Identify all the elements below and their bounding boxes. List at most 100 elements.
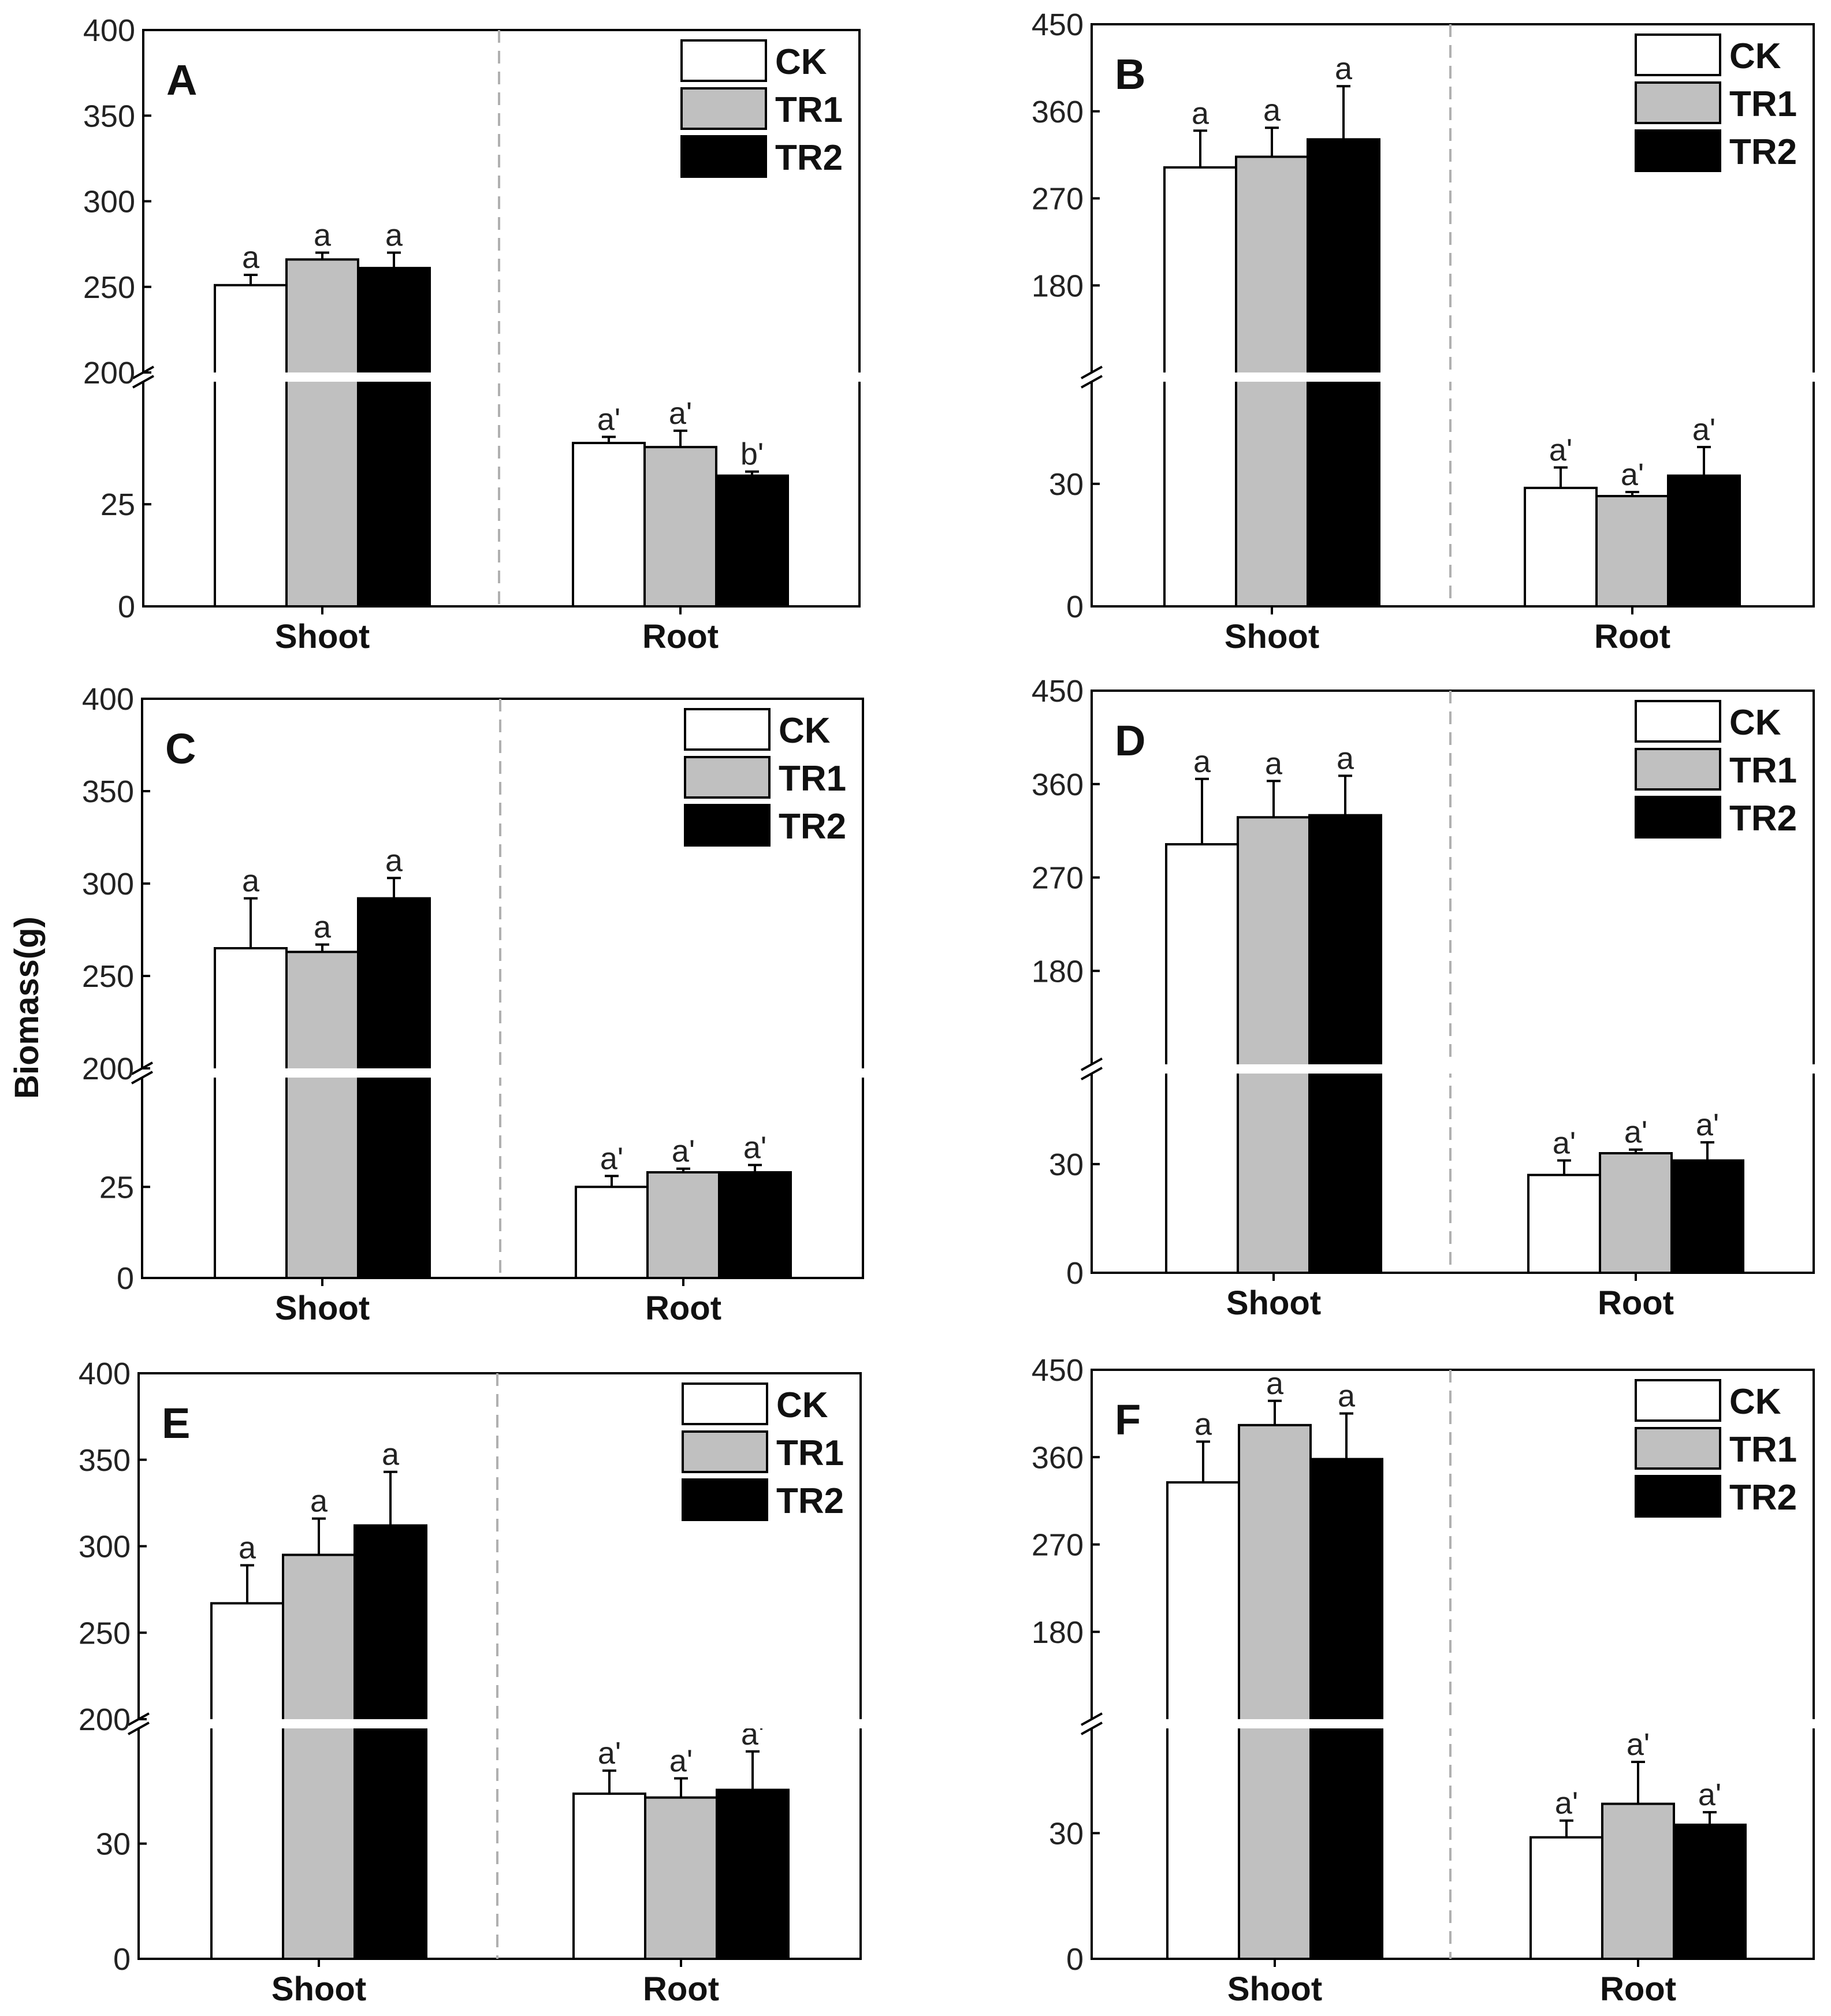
legend-label: CK: [775, 42, 827, 82]
x-category-label: Root: [642, 618, 719, 655]
bar-tr2-root: [718, 1171, 792, 1280]
significance-label: a': [1621, 457, 1644, 492]
significance-label: a: [239, 1530, 256, 1565]
x-category-label: Shoot: [275, 618, 370, 655]
legend-swatch-tr2: [1635, 1475, 1721, 1518]
y-tick-label: 300: [83, 185, 135, 219]
y-tick-label: 360: [1032, 95, 1084, 129]
significance-label: a: [242, 240, 260, 275]
significance-label: a': [598, 1736, 621, 1771]
bar-tr2-root: [715, 474, 789, 608]
significance-label: a': [1698, 1777, 1721, 1812]
y-tick-label: 400: [83, 13, 135, 48]
legend-swatch-ck: [1635, 33, 1721, 76]
legend-label: TR2: [1729, 132, 1797, 172]
bar-ck-shoot: [1163, 166, 1237, 608]
axis-break-mark: [131, 1071, 153, 1085]
legend-swatch-tr2: [1635, 796, 1721, 839]
bar-ck-root: [575, 1186, 649, 1279]
y-tick-label: 300: [82, 867, 134, 901]
bar-tr2-shoot: [1309, 1458, 1383, 1960]
y-tick-label: 250: [82, 959, 134, 994]
x-category-label: Shoot: [1225, 618, 1319, 655]
panel-letter: A: [166, 56, 197, 104]
significance-label: a: [310, 1484, 328, 1519]
panel-letter: F: [1115, 1396, 1141, 1444]
significance-label: a': [669, 396, 692, 431]
significance-label: a': [597, 402, 620, 437]
y-tick-label: 180: [1032, 954, 1084, 989]
axis-break-mark: [1081, 366, 1103, 379]
y-tick-label: 360: [1032, 767, 1084, 802]
significance-label: a': [1692, 412, 1715, 447]
y-tick-label: 0: [117, 1261, 134, 1296]
y-tick-label: 360: [1032, 1440, 1084, 1475]
significance-label: a': [1549, 433, 1572, 468]
x-category-label: Shoot: [271, 1970, 366, 2008]
significance-label: a: [385, 218, 403, 252]
legend-label: TR2: [776, 1481, 844, 1521]
plot-frame: [137, 1372, 862, 1960]
significance-label: a: [1192, 96, 1209, 131]
bar-tr1-shoot: [285, 951, 359, 1279]
axis-break-gap: [142, 372, 861, 382]
legend-label: TR1: [779, 759, 846, 799]
significance-label: a: [314, 910, 332, 945]
bar-tr1-root: [1601, 1802, 1675, 1960]
legend-swatch-ck: [1635, 700, 1721, 743]
bar-tr1-root: [646, 1171, 720, 1280]
x-category-label: Root: [1594, 618, 1670, 655]
y-tick-label: 30: [1049, 1147, 1084, 1182]
legend-label: CK: [779, 711, 831, 751]
significance-label: a': [1553, 1126, 1576, 1161]
chart-panel-c: a a' a a' a a' 200 250 300 350 400 0 25 Shoot Root C CK T…: [82, 682, 864, 1327]
significance-label: a: [1266, 1366, 1284, 1401]
axis-break-mark: [1081, 1712, 1103, 1726]
significance-label: a: [1194, 1407, 1212, 1441]
y-tick-label: 350: [79, 1443, 131, 1478]
panel-letter: B: [1115, 50, 1145, 98]
bar-ck-shoot: [210, 1602, 284, 1960]
axis-break-mark: [1081, 1067, 1103, 1080]
y-tick-label: 270: [1032, 182, 1084, 217]
y-tick-label: 0: [1066, 1942, 1084, 1977]
x-category-label: Shoot: [1226, 1284, 1321, 1322]
y-tick-label: 350: [83, 99, 135, 133]
bar-ck-root: [1529, 1836, 1603, 1960]
y-tick-label: 450: [1032, 674, 1084, 709]
bar-ck-root: [572, 1793, 646, 1961]
bar-ck-root: [572, 442, 646, 608]
legend-label: TR1: [1729, 1430, 1797, 1470]
y-tick-label: 270: [1032, 1528, 1084, 1563]
significance-label: a': [672, 1134, 695, 1169]
significance-label: a: [314, 218, 332, 252]
legend-label: TR2: [1729, 1478, 1797, 1518]
y-tick-label: 30: [1049, 467, 1084, 502]
bar-ck-shoot: [214, 947, 288, 1279]
bar-tr1-root: [1599, 1152, 1673, 1274]
shared-y-axis-label: Biomass(g): [8, 916, 46, 1099]
y-tick-label: 200: [79, 1702, 131, 1737]
x-category-label: Shoot: [275, 1290, 370, 1327]
legend-label: CK: [1729, 703, 1781, 743]
y-tick-label: 200: [83, 356, 135, 390]
y-tick-label: 450: [1032, 1353, 1084, 1388]
panel-letter: E: [162, 1399, 190, 1447]
legend-swatch-tr1: [682, 1430, 768, 1473]
bar-ck-shoot: [214, 284, 288, 608]
panel-letter: C: [165, 725, 196, 773]
bar-tr2-shoot: [357, 267, 431, 608]
bar-tr2-shoot: [1308, 814, 1382, 1274]
bar-ck-root: [1524, 486, 1598, 608]
axis-break-mark: [1081, 1721, 1103, 1735]
y-tick-label: 350: [82, 774, 134, 809]
y-tick-label: 400: [79, 1357, 131, 1391]
chart-panel-b: a a' a a' a a' 180 270 360 450 0 30 Shoot Root B CK TR1 T…: [1032, 8, 1815, 655]
significance-label: a: [1338, 1379, 1356, 1414]
x-category-label: Shoot: [1227, 1970, 1322, 2008]
significance-label: a: [1263, 93, 1281, 128]
y-tick-label: 180: [1032, 269, 1084, 303]
bar-tr2-shoot: [357, 897, 431, 1279]
significance-label: a: [1193, 744, 1211, 779]
